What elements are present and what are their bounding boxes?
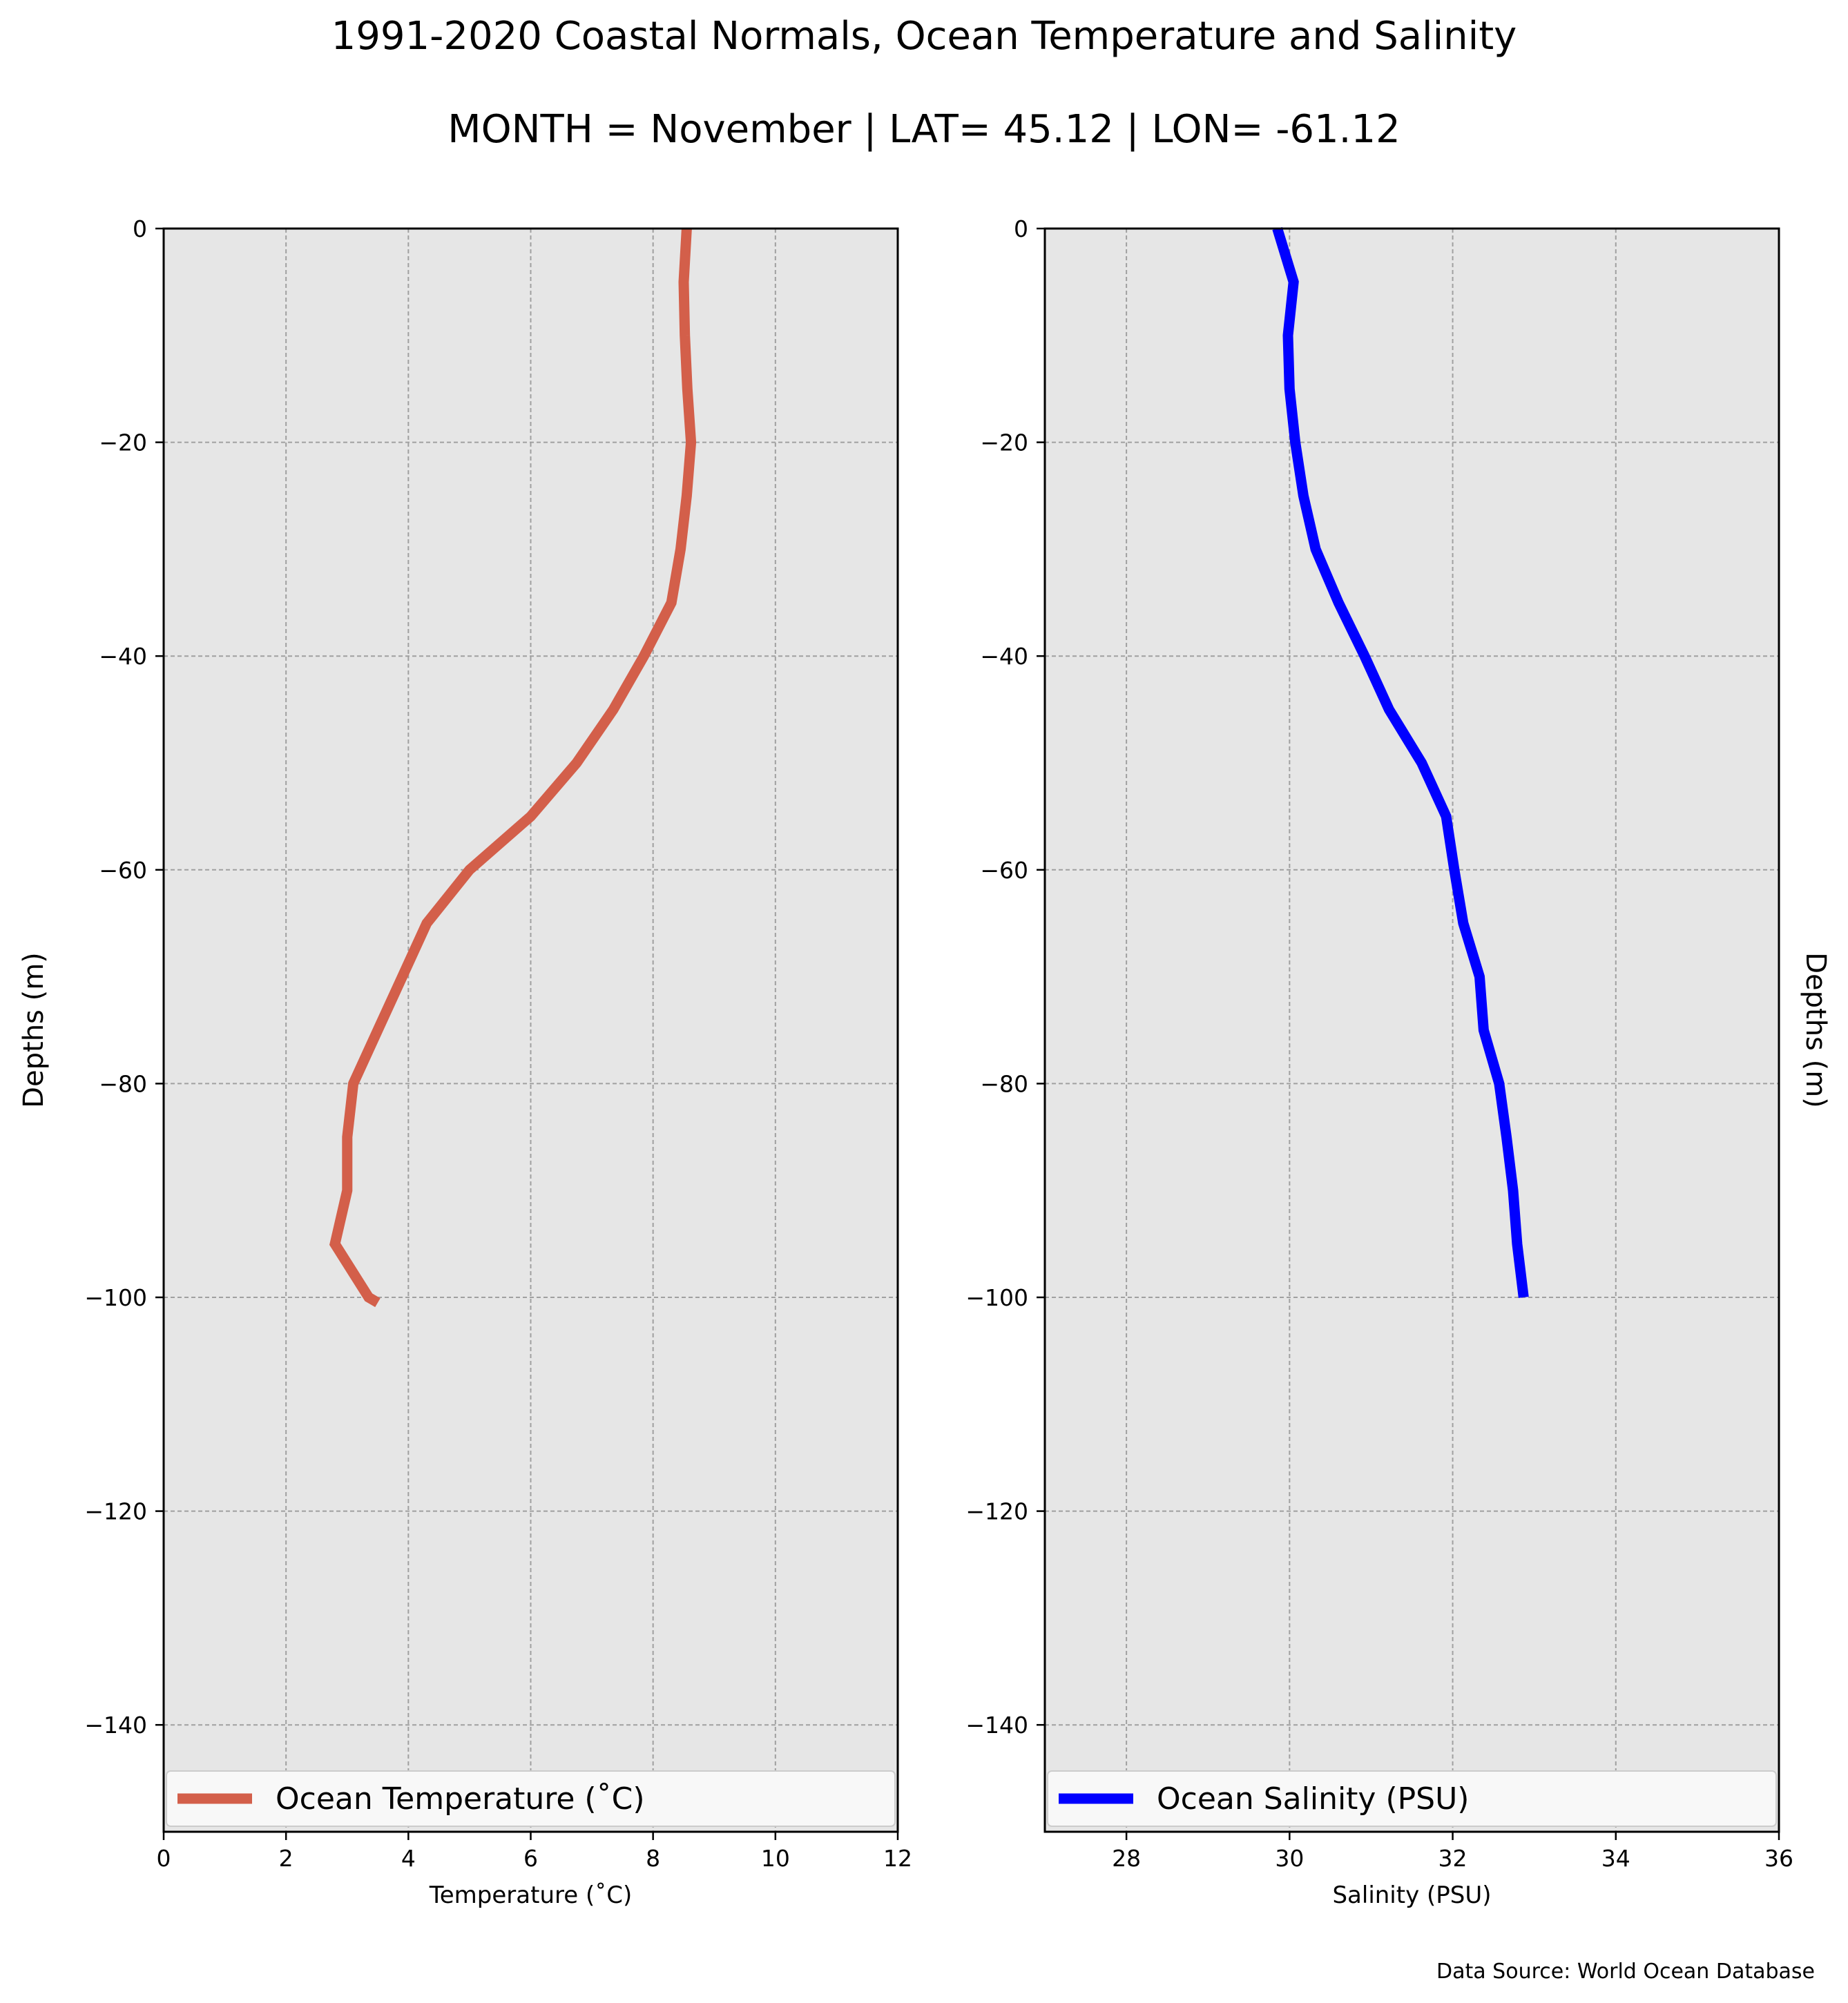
salinity-y-tick-label: −140	[965, 1712, 1028, 1739]
temperature-x-tick-label: 10	[761, 1845, 790, 1872]
salinity-plot-area	[1045, 229, 1779, 1832]
salinity-x-tick-label: 28	[1112, 1845, 1141, 1872]
temperature-x-tick-label: 8	[646, 1845, 660, 1872]
salinity-y-axis-label: Depths (m)	[1800, 952, 1831, 1108]
salinity-x-tick-label: 30	[1275, 1845, 1304, 1872]
temperature-x-axis-label: Temperature (˚C)	[429, 1881, 632, 1909]
temperature-series-line	[329, 228, 697, 1308]
salinity-y-tick-label: −120	[965, 1498, 1028, 1525]
salinity-y-tick-label: −60	[980, 857, 1028, 884]
temperature-y-tick-label: −120	[84, 1498, 147, 1525]
salinity-axes-frame	[1043, 227, 1780, 1833]
salinity-y-tick-label: −40	[980, 643, 1028, 670]
salinity-x-tick-label: 36	[1764, 1845, 1793, 1872]
temperature-y-axis-label: Depths (m)	[18, 952, 50, 1108]
salinity-x-tick-label: 32	[1438, 1845, 1467, 1872]
temperature-x-tick-label: 2	[279, 1845, 293, 1872]
salinity-x-axis-label: Salinity (PSU)	[1332, 1881, 1491, 1909]
salinity-y-tick-label: −20	[980, 429, 1028, 456]
temperature-y-tick-label: −140	[84, 1712, 147, 1739]
salinity-x-tick-label: 34	[1601, 1845, 1630, 1872]
temperature-y-tick-label: −20	[99, 429, 147, 456]
chart-subtitle: MONTH = November | LAT= 45.12 | LON= -61…	[447, 107, 1401, 152]
salinity-legend-box	[1047, 1770, 1777, 1827]
salinity-y-tick-label: −100	[965, 1284, 1028, 1311]
temperature-x-tick-label: 6	[523, 1845, 538, 1872]
salinity-panel: 28 30 32 34 36 0 −20 −40 −60 −80 −100 −120 −140 Salin…	[965, 215, 1831, 1909]
temperature-y-tick-label: −60	[99, 857, 147, 884]
chart-title: 1991-2020 Coastal Normals, Ocean Tempera…	[331, 14, 1517, 59]
temperature-y-tick-label: −100	[84, 1284, 147, 1311]
temperature-legend-label: Ocean Temperature (˚C)	[276, 1781, 645, 1817]
temperature-panel: 0 2 4 6 8 10 12 0 −20 −40 −60 −80 −100 −120 −140 Temper…	[18, 215, 912, 1909]
temperature-y-tick-label: −80	[99, 1070, 147, 1097]
salinity-y-tick-label: −80	[980, 1070, 1028, 1097]
temperature-y-tick-label: −40	[99, 643, 147, 670]
temperature-x-tick-label: 12	[883, 1845, 912, 1872]
salinity-series-line	[1272, 226, 1529, 1298]
temperature-legend-box	[166, 1770, 896, 1827]
temperature-y-tick-label: 0	[133, 215, 147, 242]
salinity-legend-label: Ocean Salinity (PSU)	[1157, 1781, 1469, 1817]
temperature-x-tick-label: 4	[401, 1845, 416, 1872]
data-source-note: Data Source: World Ocean Database	[1436, 1960, 1815, 1984]
temperature-x-tick-label: 0	[157, 1845, 171, 1872]
salinity-y-tick-label: 0	[1014, 215, 1028, 242]
